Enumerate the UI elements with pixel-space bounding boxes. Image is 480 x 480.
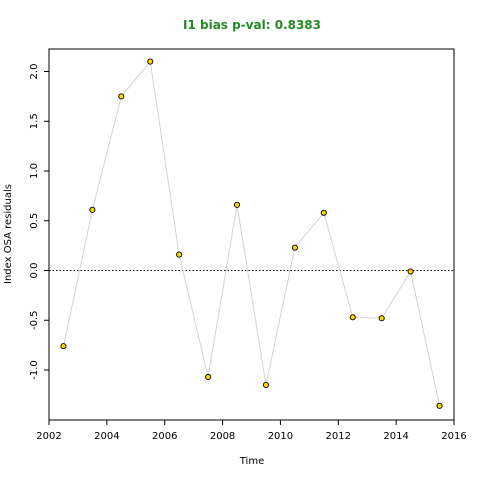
x-tick-label: 2010	[268, 431, 293, 442]
x-tick-label: 2006	[152, 431, 177, 442]
data-point	[176, 251, 183, 258]
chart-title: I1 bias p-val: 0.8383	[183, 18, 321, 32]
x-axis: 2002 2004 2006 2008 2010 2012 2014 2016	[36, 420, 467, 442]
x-tick-label: 2002	[36, 431, 61, 442]
y-tick-label: 0.0	[29, 263, 40, 279]
plot-frame	[48, 48, 455, 421]
data-point	[89, 206, 96, 213]
x-tick-label: 2014	[383, 431, 408, 442]
y-tick-label: 1.5	[29, 113, 40, 129]
data-point	[407, 268, 414, 275]
x-tick-label: 2004	[94, 431, 119, 442]
x-tick-label: 2008	[210, 431, 235, 442]
data-point	[118, 93, 125, 100]
y-tick-label: 1.0	[29, 163, 40, 179]
data-point	[262, 381, 270, 388]
data-point	[349, 314, 356, 321]
y-tick-label: -0.5	[29, 310, 40, 330]
y-axis-label: Index OSA residuals	[3, 184, 14, 284]
data-point	[436, 402, 443, 409]
series-line	[62, 60, 441, 406]
data-point	[233, 201, 241, 208]
data-point	[291, 244, 298, 251]
data-point	[60, 343, 67, 350]
x-tick-label: 2016	[441, 431, 466, 442]
data-point	[378, 315, 385, 322]
data-point	[320, 209, 327, 216]
y-axis: -1.0 -0.5 0.0 0.5 1.0 1.5 2.0	[29, 64, 49, 380]
data-point	[205, 373, 212, 381]
y-tick-label: 2.0	[29, 64, 40, 80]
y-tick-label: -1.0	[29, 360, 40, 380]
x-axis-label: Time	[239, 456, 264, 467]
x-tick-label: 2012	[326, 431, 351, 442]
plot-area	[49, 58, 454, 409]
y-tick-label: 0.5	[29, 213, 40, 229]
data-point	[147, 58, 154, 65]
